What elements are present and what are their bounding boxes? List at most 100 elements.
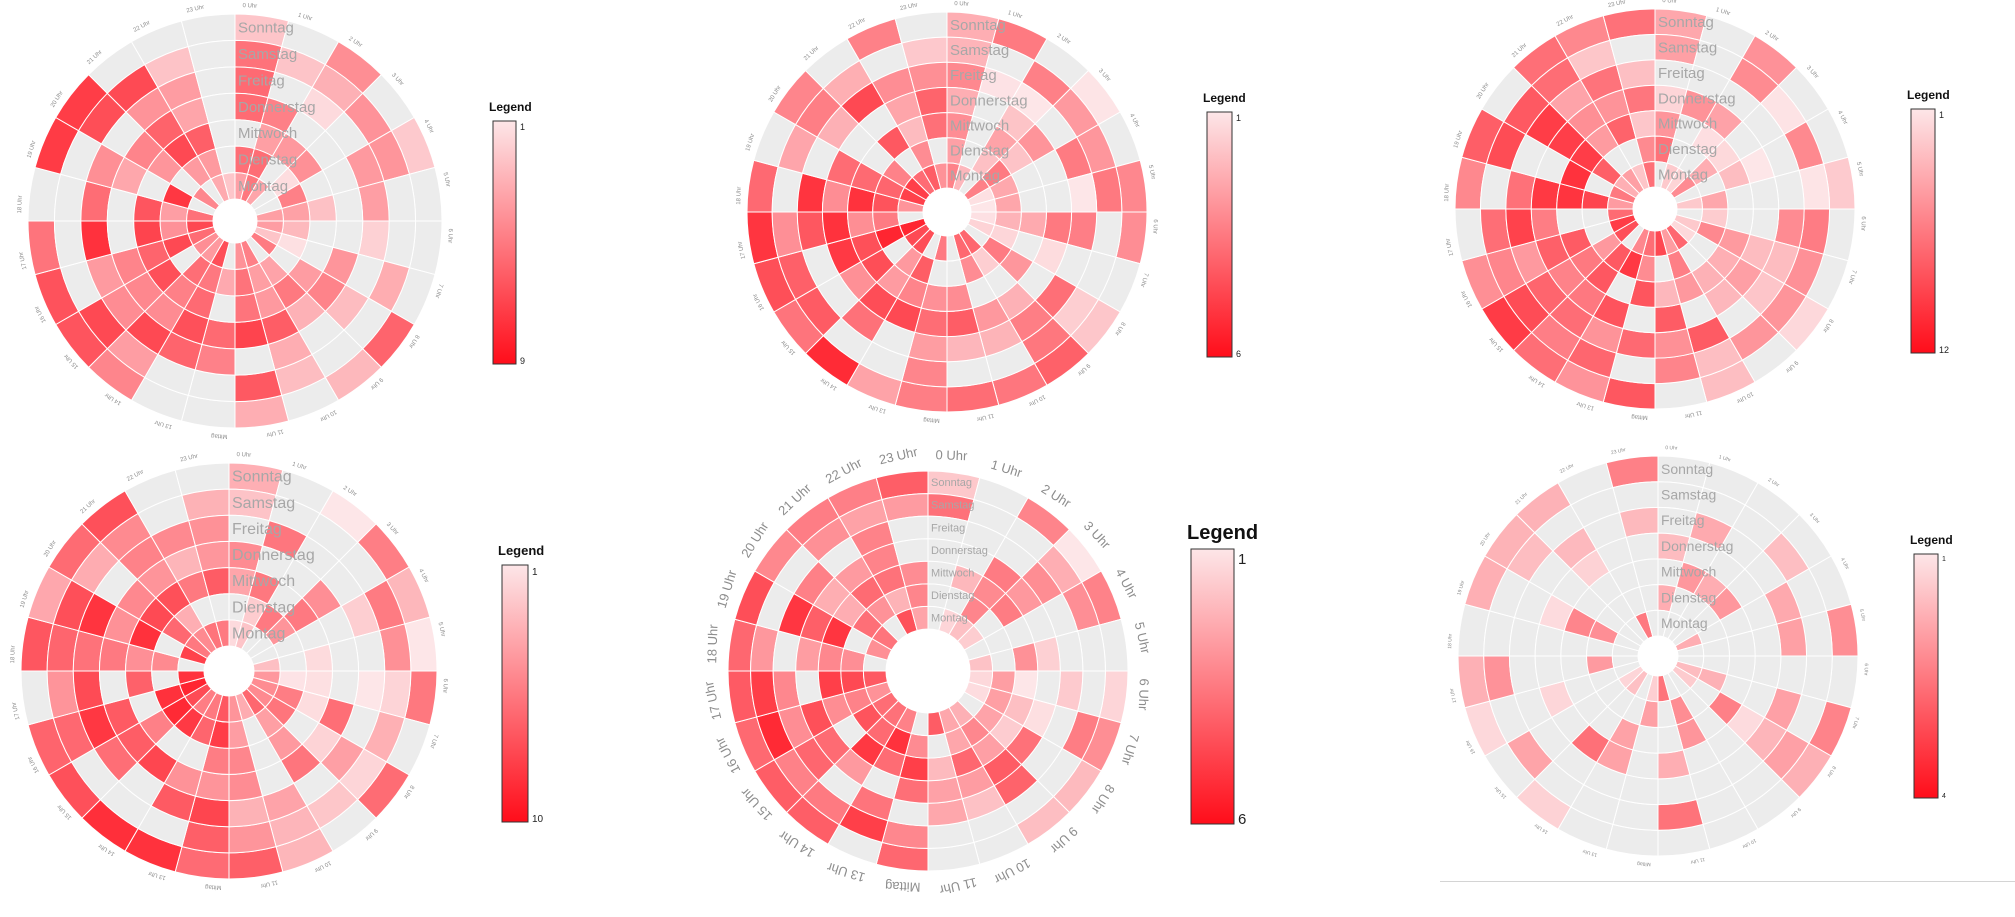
legend-max-label: 12 — [1939, 345, 1949, 355]
hour-label: 4 Uhr — [1839, 557, 1850, 571]
hour-label: 0 Uhr — [954, 1, 969, 8]
hour-label: 23 Uhr — [900, 2, 919, 12]
day-label: Donnerstag — [1658, 90, 1736, 107]
hour-label: Mittag — [885, 879, 921, 895]
hour-label: 23 Uhr — [1608, 0, 1627, 9]
hour-label: 17 Uhr — [12, 701, 22, 720]
hour-label: 4 Uhr — [1128, 113, 1140, 129]
heatmap-cell — [1645, 609, 1659, 638]
radial-heatmap-4: Sonntag Samstag Freitag Donnerstag Mittwoch D… — [10, 452, 544, 890]
hour-label: 22 Uhr — [848, 17, 867, 31]
day-label: Montag — [1658, 167, 1708, 184]
hour-label: 7 Uhr — [1847, 269, 1857, 285]
hour-label: 7 Uhr — [1139, 272, 1149, 288]
hour-label: 3 Uhr — [390, 72, 404, 87]
legend-min-label: 1 — [532, 567, 538, 578]
day-label: Donnerstag — [232, 547, 315, 564]
legend-min-label: 1 — [1939, 110, 1944, 120]
day-label: Freitag — [931, 522, 965, 534]
hour-label: 1 Uhr — [1715, 7, 1731, 17]
legend-6: Legend 1 4 — [1910, 533, 1953, 800]
day-label: Dienstag — [232, 599, 295, 616]
legend-max-label: 4 — [1942, 793, 1946, 800]
hour-label: 6 Uhr — [441, 678, 448, 693]
day-label: Dienstag — [238, 152, 297, 169]
legend-5: Legend 1 6 — [1187, 522, 1258, 828]
hour-label: 8 Uhr — [407, 333, 420, 349]
day-label: Montag — [238, 178, 288, 195]
legend-max-label: 6 — [1238, 811, 1246, 828]
hour-label: 5 Uhr — [1132, 621, 1154, 656]
day-label: Freitag — [950, 67, 997, 84]
hour-label: 13 Uhr — [148, 869, 167, 880]
day-label: Samstag — [238, 46, 297, 63]
hour-label: 2 Uhr — [1767, 477, 1781, 489]
hour-label: 2 Uhr — [1764, 30, 1780, 43]
hour-label: 4 Uhr — [417, 568, 429, 584]
hour-label: 10 Uhr — [1735, 390, 1754, 404]
day-label: Montag — [1661, 615, 1708, 631]
heatmap-cell — [215, 619, 230, 648]
hour-label: 16 Uhr — [27, 755, 41, 774]
legend-2: Legend 1 6 — [1203, 91, 1246, 359]
day-label: Samstag — [931, 500, 974, 512]
hour-label: 17 Uhr — [1445, 238, 1455, 257]
day-label: Montag — [232, 626, 285, 643]
legend-min-label: 1 — [1238, 551, 1246, 568]
legend-1: Legend 1 9 — [489, 100, 532, 366]
radial-heatmap-1: Sonntag Samstag Freitag Donnerstag Mittwoch D… — [17, 3, 532, 439]
hour-label: 17 Uhr — [737, 241, 747, 260]
day-label: Sonntag — [238, 19, 294, 36]
hour-label: 9 Uhr — [1047, 824, 1081, 857]
legend-title: Legend — [498, 543, 544, 558]
hour-label: 11 Uhr — [976, 412, 994, 422]
hour-label: 18 Uhr — [10, 645, 17, 663]
hour-label: 19 Uhr — [20, 590, 31, 609]
radial-heatmap-6: Sonntag Samstag Freitag Donnerstag Mittwoch D… — [1447, 445, 1953, 867]
hour-label: 8 Uhr — [1825, 765, 1837, 779]
legend-color-bar — [492, 120, 517, 365]
hour-label: 22 Uhr — [133, 20, 152, 34]
hour-label: 11 Uhr — [1684, 409, 1702, 419]
legend-4: Legend 1 10 — [498, 543, 544, 825]
hour-label: 14 Uhr — [1533, 822, 1549, 835]
hour-label: 6 Uhr — [1151, 219, 1158, 234]
legend-title: Legend — [1187, 522, 1258, 544]
hour-label: 3 Uhr — [385, 522, 399, 537]
hour-label: 7 Uhr — [1118, 732, 1142, 767]
day-label: Sonntag — [1661, 461, 1713, 477]
day-label: Montag — [931, 613, 968, 625]
day-label: Freitag — [1661, 512, 1705, 528]
hour-label: 19 Uhr — [714, 568, 740, 610]
hour-label: 16 Uhr — [1460, 289, 1474, 308]
hour-label: 13 Uhr — [868, 403, 887, 414]
hour-label: 8 Uhr — [1088, 782, 1118, 817]
hour-label: 5 Uhr — [442, 172, 451, 188]
day-label: Sonntag — [931, 477, 972, 489]
day-label: Donnerstag — [950, 92, 1028, 109]
day-label: Sonntag — [232, 469, 292, 486]
hour-label: 2 Uhr — [1056, 33, 1072, 46]
hour-label: 5 Uhr — [1858, 609, 1867, 623]
hour-label: 23 Uhr — [1611, 447, 1627, 456]
day-label: Samstag — [950, 42, 1009, 59]
heatmap-cell — [910, 605, 929, 632]
hour-label: 13 Uhr — [1576, 400, 1595, 411]
hour-label: 17 Uhr — [1449, 687, 1458, 703]
day-label: Mittwoch — [931, 567, 974, 579]
day-label: Donnerstag — [931, 545, 988, 557]
hour-label: 22 Uhr — [126, 469, 145, 483]
hour-label: 8 Uhr — [402, 784, 415, 800]
hour-label: 2 Uhr — [342, 485, 358, 498]
hour-label: 1 Uhr — [989, 457, 1024, 481]
hour-label: 6 Uhr — [446, 228, 453, 243]
day-label: Freitag — [1658, 65, 1705, 82]
hour-label: 17 Uhr — [19, 251, 29, 270]
hour-label: 7 Uhr — [428, 733, 438, 749]
day-label: Mittwoch — [1661, 564, 1716, 580]
day-label: Dienstag — [1658, 141, 1717, 158]
heatmap-cell — [221, 172, 236, 201]
hour-label: 18 Uhr — [1444, 184, 1451, 202]
legend-title: Legend — [489, 100, 532, 114]
